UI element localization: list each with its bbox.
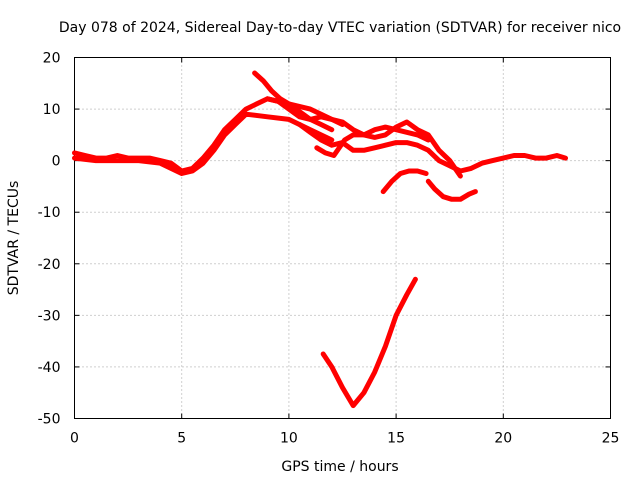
y-tick-label: -50 — [38, 412, 61, 428]
x-tick-label: 10 — [280, 431, 298, 447]
series-line-dip-right — [425, 178, 478, 202]
series-line-deep-v — [320, 276, 418, 409]
series-line-main-track-a — [72, 96, 335, 174]
y-tick-label: -30 — [38, 308, 61, 324]
x-tick-label: 20 — [494, 431, 512, 447]
x-tick-label: 5 — [177, 431, 186, 447]
x-tick-label: 25 — [602, 431, 620, 447]
series-line-mid-track-c — [314, 119, 463, 179]
series-line-dip-left — [380, 168, 429, 195]
y-axis-label: SDTVAR / TECUs — [6, 181, 22, 296]
x-tick-label: 0 — [70, 431, 79, 447]
y-tick-label: -10 — [38, 205, 61, 221]
y-tick-label: -40 — [38, 360, 61, 376]
x-tick-label: 15 — [387, 431, 405, 447]
series-line-main-track-b — [72, 111, 335, 176]
chart-title: Day 078 of 2024, Sidereal Day-to-day VTE… — [59, 20, 621, 36]
y-tick-label: 0 — [52, 154, 61, 170]
axis-ticks: 0 5 10 15 20 25 -50 -40 -30 -20 -10 0 10 20 — [38, 51, 620, 447]
grid-lines — [74, 57, 611, 419]
y-tick-label: -20 — [38, 257, 61, 273]
y-tick-label: 20 — [43, 51, 61, 67]
series-line-mid-track-a — [265, 96, 431, 143]
plot-frame — [74, 57, 611, 419]
series-group — [72, 70, 568, 409]
x-axis-label: GPS time / hours — [281, 459, 398, 475]
y-tick-label: 10 — [43, 102, 61, 118]
